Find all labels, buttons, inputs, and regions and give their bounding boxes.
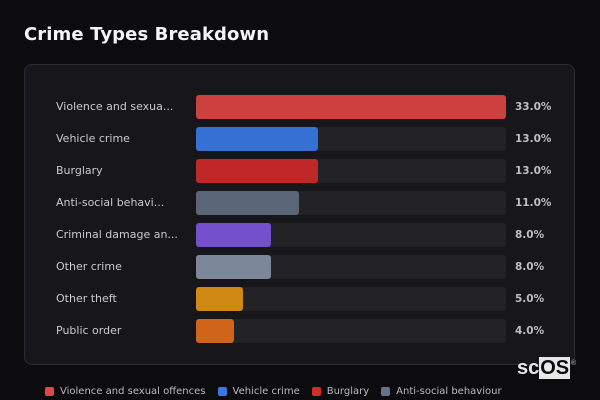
bar-row[interactable]: Other theft 5.0% — [25, 287, 574, 311]
bar-row[interactable]: Other crime 8.0% — [25, 255, 574, 279]
bar-row[interactable]: Public order 4.0% — [25, 319, 574, 343]
legend-label: Anti-social behaviour — [396, 386, 502, 397]
bar-track — [196, 191, 506, 215]
bar-row[interactable]: Anti-social behavi... 11.0% — [25, 191, 574, 215]
chart-legend: Violence and sexual offences Vehicle crim… — [45, 386, 502, 397]
bar-label: Burglary — [56, 164, 103, 177]
bar-fill[interactable] — [196, 95, 506, 119]
bar-value: 11.0% — [515, 197, 552, 209]
bar-row[interactable]: Burglary 13.0% — [25, 159, 574, 183]
bar-row[interactable]: Criminal damage an... 8.0% — [25, 223, 574, 247]
bar-track — [196, 127, 506, 151]
bar-label: Vehicle crime — [56, 132, 130, 145]
bar-label: Public order — [56, 324, 122, 337]
bar-value: 13.0% — [515, 165, 552, 177]
bar-value: 8.0% — [515, 229, 545, 241]
bar-label: Criminal damage an... — [56, 228, 178, 241]
bar-row[interactable]: Violence and sexua... 33.0% — [25, 95, 574, 119]
bar-fill[interactable] — [196, 191, 299, 215]
bar-value: 4.0% — [515, 325, 545, 337]
watermark-prefix: sc — [517, 357, 540, 379]
bar-row[interactable]: Vehicle crime 13.0% — [25, 127, 574, 151]
legend-swatch-icon — [45, 387, 54, 396]
bar-label: Anti-social behavi... — [56, 196, 165, 209]
bar-label: Other crime — [56, 260, 122, 273]
legend-item[interactable]: Vehicle crime — [217, 386, 300, 397]
bar-track — [196, 223, 506, 247]
bar-fill[interactable] — [196, 319, 234, 343]
legend-item[interactable]: Anti-social behaviour — [381, 386, 502, 397]
scos-watermark-logo: scOS ® — [517, 357, 576, 379]
bar-track — [196, 287, 506, 311]
registered-mark: ® — [570, 360, 577, 367]
legend-item[interactable]: Burglary — [311, 386, 370, 397]
legend-swatch-icon — [381, 387, 391, 396]
bar-label: Violence and sexua... — [56, 100, 174, 113]
bar-track — [196, 319, 506, 343]
chart-title: Crime Types Breakdown — [24, 24, 270, 45]
bar-label: Other theft — [56, 292, 117, 305]
bar-track — [196, 95, 506, 119]
bar-fill[interactable] — [196, 255, 271, 279]
legend-swatch-icon — [311, 387, 321, 396]
legend-swatch-icon — [217, 387, 227, 396]
bar-fill[interactable] — [196, 159, 318, 183]
chart-panel: Violence and sexua... 33.0% Vehicle crime 1… — [24, 64, 575, 365]
legend-label: Vehicle crime — [232, 386, 300, 397]
bar-value: 13.0% — [515, 133, 552, 145]
legend-label: Violence and sexual offences — [60, 386, 206, 397]
bar-value: 8.0% — [515, 261, 545, 273]
legend-item[interactable]: Violence and sexual offences — [45, 386, 206, 397]
bar-value: 5.0% — [515, 293, 545, 305]
watermark-boxed: OS — [539, 357, 571, 379]
legend-label: Burglary — [326, 386, 370, 397]
bar-track — [196, 255, 506, 279]
bar-fill[interactable] — [196, 287, 243, 311]
bar-value: 33.0% — [515, 101, 552, 113]
bar-fill[interactable] — [196, 127, 318, 151]
bar-track — [196, 159, 506, 183]
bar-fill[interactable] — [196, 223, 271, 247]
